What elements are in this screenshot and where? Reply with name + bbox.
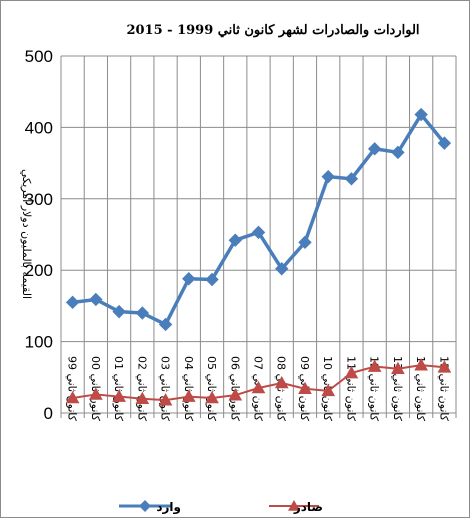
chart-title: الواردات والصادرات لشهر كانون ثاني 1999 …: [126, 23, 419, 38]
legend-marker-exports: [288, 500, 300, 511]
imports-line: [72, 112, 446, 327]
imports-point: [65, 295, 80, 310]
y-tick-label: 300: [25, 190, 53, 209]
x-tick-label: كانون ثاني 12: [368, 356, 381, 422]
imports-point: [437, 136, 452, 150]
x-tick-label: كانون ثاني 08: [275, 356, 288, 422]
x-tick-label: كانون ثاني 02: [135, 356, 148, 422]
imports-point: [135, 306, 150, 320]
y-tick-label: 500: [25, 47, 53, 66]
imports-point: [321, 169, 335, 184]
imports-point: [182, 272, 196, 286]
legend-label-imports: وارد: [156, 500, 181, 515]
exports-point: [274, 375, 289, 389]
imports-point: [228, 233, 242, 247]
exports-point: [89, 387, 103, 400]
legend-marker-imports: [139, 500, 151, 512]
x-tick-label: كانون ثاني 99: [66, 356, 79, 422]
imports-point: [89, 292, 103, 307]
exports-point: [367, 359, 382, 372]
x-tick-label: كانون ثاني 11: [344, 356, 357, 422]
y-tick-label: 100: [25, 333, 53, 352]
y-tick-label: 400: [25, 118, 53, 137]
x-tick-label: كانون ثاني 03: [159, 356, 172, 422]
imports-point: [298, 235, 312, 250]
series-lines: [65, 107, 452, 406]
imports-point: [391, 145, 405, 160]
y-axis-ticks: 0 100 200 300 400 500: [25, 47, 53, 423]
imports-point: [367, 142, 382, 156]
x-tick-label: كانون ثاني 06: [228, 356, 241, 422]
imports-point: [112, 304, 126, 319]
exports-point: [65, 390, 80, 404]
imports-point: [414, 107, 428, 122]
x-tick-label: كانون ثاني 01: [112, 356, 125, 422]
legend-label-exports: صادر: [293, 500, 323, 514]
gridlines: [60, 55, 457, 418]
exports-point: [158, 393, 173, 406]
y-tick-label: 0: [44, 404, 53, 423]
y-axis-label: القيمة بالمليون دولار أمريكي: [20, 169, 34, 299]
imports-point: [275, 262, 289, 276]
exports-point: [321, 383, 336, 397]
imports-point: [344, 172, 359, 186]
exports-point: [251, 380, 266, 394]
exports-point: [437, 360, 452, 373]
exports-point: [391, 361, 405, 375]
exports-point: [228, 388, 243, 401]
imports-point: [251, 225, 266, 240]
exports-point: [205, 390, 219, 404]
exports-point: [181, 389, 196, 402]
y-tick-label: 200: [25, 261, 53, 280]
exports-point: [414, 358, 428, 371]
exports-point: [344, 365, 359, 379]
exports-point: [298, 381, 312, 395]
legend: وارد صادر: [119, 500, 323, 515]
imports-point: [158, 317, 173, 332]
x-tick-label: كانون ثاني 14: [414, 356, 427, 422]
exports-point: [135, 391, 150, 405]
exports-point: [112, 389, 126, 402]
x-tick-label: كانون ثاني 04: [182, 356, 195, 422]
imports-point: [205, 272, 219, 287]
x-tick-label: كانون ثاني 05: [205, 356, 218, 422]
